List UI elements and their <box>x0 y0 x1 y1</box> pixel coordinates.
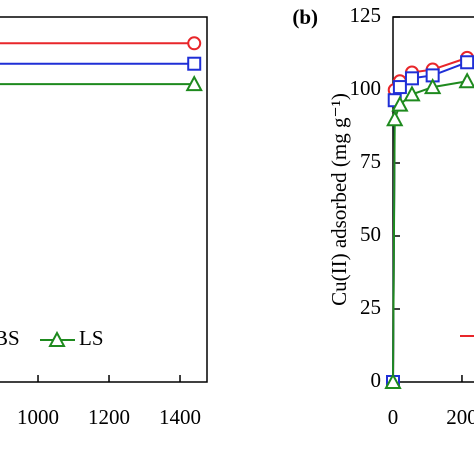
marker <box>384 372 402 389</box>
panel-label: (b) <box>292 5 318 29</box>
legend-label: LS <box>79 326 104 350</box>
plot-frame <box>392 16 474 383</box>
marker <box>185 75 203 92</box>
y-tick-label: 0 <box>371 368 382 392</box>
y-tick-label: 100 <box>350 76 382 100</box>
x-tick-label: 1000 <box>17 405 59 429</box>
marker <box>403 85 421 102</box>
x-tick-label: 200 <box>446 405 474 429</box>
marker <box>386 110 404 127</box>
marker <box>391 95 409 112</box>
y-tick-label: 125 <box>350 3 382 27</box>
marker <box>48 330 66 347</box>
marker <box>404 71 419 86</box>
marker <box>392 80 407 95</box>
plot-frame <box>0 16 208 383</box>
marker <box>187 36 202 51</box>
x-tick-label: 1400 <box>159 405 201 429</box>
marker <box>458 72 474 89</box>
series-line <box>392 80 468 383</box>
marker <box>187 56 202 71</box>
marker <box>460 55 474 70</box>
y-tick-label: 75 <box>360 149 381 173</box>
x-tick-label: 1200 <box>88 405 130 429</box>
y-axis-label: Cu(II) adsorbed (mg g⁻¹) <box>327 93 351 306</box>
x-tick-label: 0 <box>388 405 399 429</box>
y-tick-label: 25 <box>360 295 381 319</box>
marker <box>423 77 442 95</box>
y-tick-label: 50 <box>360 222 381 246</box>
legend-label: BS <box>0 326 20 350</box>
